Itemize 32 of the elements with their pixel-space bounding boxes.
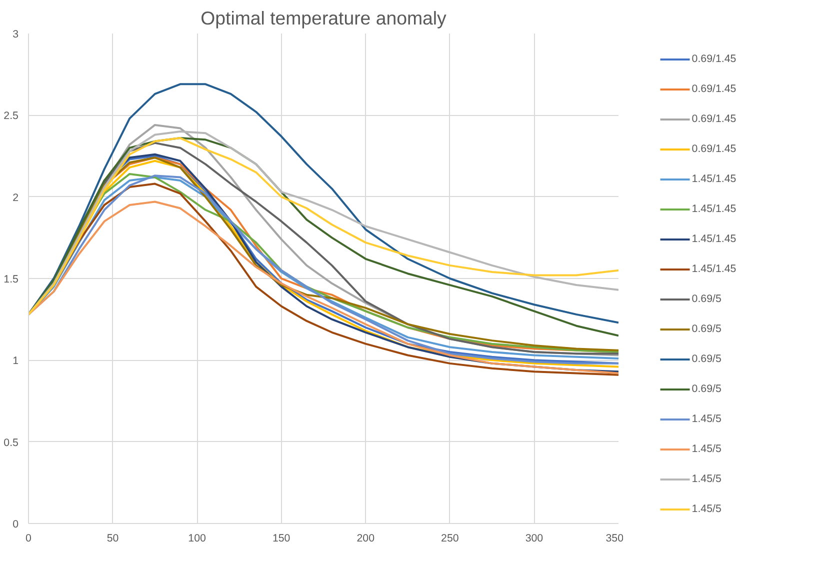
legend-label: 1.45/5 [692,412,722,424]
legend-label: 1.45/5 [692,502,722,514]
x-tick-label: 300 [525,532,544,544]
x-tick-label: 350 [606,532,624,544]
legend-label: 1.45/1.45 [692,232,736,244]
legend-label: 1.45/5 [692,472,722,484]
y-tick-label: 1.5 [4,274,19,286]
y-tick-label: 0 [12,518,19,530]
legend-label: 0.69/1.45 [692,52,736,64]
legend-label: 0.69/5 [692,352,722,364]
legend-label: 1.45/5 [692,442,722,454]
y-tick-label: 1 [12,355,19,368]
x-tick-label: 100 [188,532,206,544]
x-tick-label: 0 [26,532,32,544]
y-tick-label: 2 [12,192,19,204]
y-tick-label: 0.5 [4,436,19,449]
legend-label: 0.69/5 [692,382,722,394]
legend-label: 0.69/1.45 [692,82,736,94]
x-tick-label: 150 [272,532,290,544]
legend-label: 0.69/1.45 [692,142,736,154]
x-tick-label: 50 [106,532,119,544]
y-tick-label: 3 [12,28,19,40]
x-tick-label: 200 [356,532,375,544]
x-tick-label: 250 [441,532,459,544]
chart-title: Optimal temperature anomaly [200,8,448,28]
y-tick-label: 2.5 [4,110,19,122]
legend-label: 0.69/5 [692,292,722,304]
legend-label: 0.69/1.45 [692,112,736,124]
legend-label: 0.69/5 [692,322,722,334]
legend-label: 1.45/1.45 [692,172,736,184]
legend-label: 1.45/1.45 [692,202,736,214]
legend-label: 1.45/1.45 [692,262,736,274]
